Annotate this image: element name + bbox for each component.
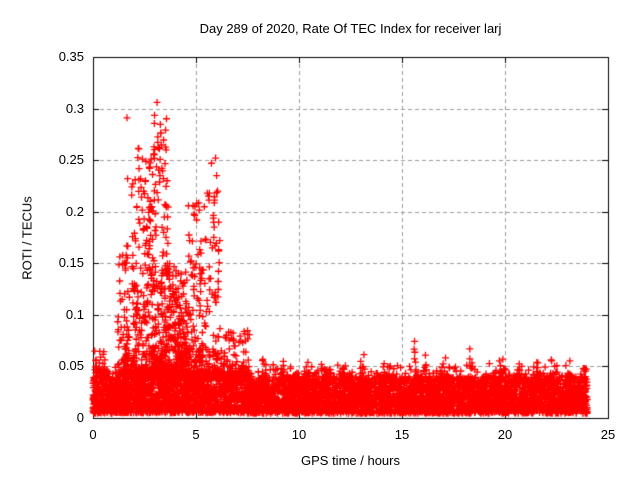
x-tick-label: 0 (89, 427, 97, 442)
y-tick-label: 0.2 (65, 203, 84, 219)
chart-title: Day 289 of 2020, Rate Of TEC Index for r… (199, 21, 502, 36)
y-tick-label: 0.25 (58, 152, 84, 168)
y-tick-label: 0.3 (65, 100, 84, 116)
y-tick-label: 0.05 (58, 358, 84, 374)
x-tick-label: 15 (394, 427, 410, 442)
x-tick-label: 25 (600, 427, 616, 442)
y-tick-label: 0 (76, 410, 84, 425)
x-axis-label: GPS time / hours (301, 453, 400, 468)
y-tick-label: 0.35 (58, 49, 84, 64)
y-tick-label: 0.1 (65, 306, 84, 322)
x-tick-label: 5 (192, 427, 200, 442)
y-tick-label: 0.15 (58, 255, 84, 271)
x-tick-label: 10 (291, 427, 307, 442)
x-tick-label: 20 (497, 427, 513, 442)
